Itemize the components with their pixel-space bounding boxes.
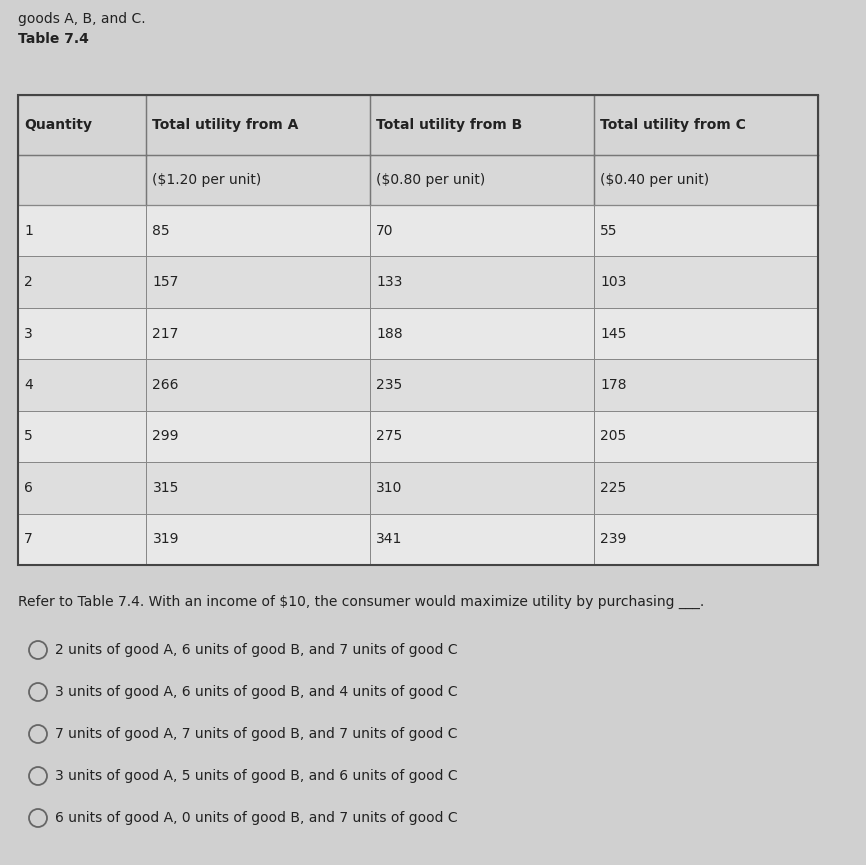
- Text: 3: 3: [24, 327, 33, 341]
- Bar: [146, 308, 371, 359]
- Bar: [18, 359, 146, 411]
- Bar: [371, 514, 594, 565]
- Bar: [18, 308, 146, 359]
- Text: 205: 205: [600, 429, 626, 444]
- Bar: [594, 95, 818, 155]
- Text: 55: 55: [600, 224, 617, 238]
- Bar: [371, 308, 594, 359]
- Text: 133: 133: [377, 275, 403, 289]
- Text: 266: 266: [152, 378, 179, 392]
- Text: Table 7.4: Table 7.4: [18, 32, 89, 46]
- Bar: [18, 95, 146, 155]
- Text: 1: 1: [24, 224, 33, 238]
- Text: 3 units of good A, 5 units of good B, and 6 units of good C: 3 units of good A, 5 units of good B, an…: [55, 769, 457, 783]
- Text: 299: 299: [152, 429, 179, 444]
- Bar: [18, 514, 146, 565]
- Bar: [371, 359, 594, 411]
- Bar: [594, 308, 818, 359]
- Text: 2 units of good A, 6 units of good B, and 7 units of good C: 2 units of good A, 6 units of good B, an…: [55, 643, 457, 657]
- Text: 3 units of good A, 6 units of good B, and 4 units of good C: 3 units of good A, 6 units of good B, an…: [55, 685, 457, 699]
- Text: 5: 5: [24, 429, 33, 444]
- Bar: [594, 256, 818, 308]
- Text: 217: 217: [152, 327, 179, 341]
- Text: 239: 239: [600, 532, 626, 547]
- Bar: [146, 155, 371, 205]
- Text: 225: 225: [600, 481, 626, 495]
- Bar: [371, 462, 594, 514]
- Bar: [146, 359, 371, 411]
- Bar: [18, 411, 146, 462]
- Text: 310: 310: [377, 481, 403, 495]
- Bar: [146, 256, 371, 308]
- Text: 4: 4: [24, 378, 33, 392]
- Text: Refer to Table 7.4. With an income of $10, the consumer would maximize utility b: Refer to Table 7.4. With an income of $1…: [18, 595, 704, 609]
- Bar: [146, 462, 371, 514]
- Text: 188: 188: [377, 327, 403, 341]
- Text: 315: 315: [152, 481, 179, 495]
- Text: Total utility from C: Total utility from C: [600, 118, 746, 132]
- Text: 275: 275: [377, 429, 403, 444]
- Bar: [594, 411, 818, 462]
- Text: 319: 319: [152, 532, 179, 547]
- Bar: [371, 95, 594, 155]
- Bar: [371, 205, 594, 256]
- Text: 178: 178: [600, 378, 627, 392]
- Bar: [18, 155, 146, 205]
- Bar: [18, 95, 818, 565]
- Text: ($1.20 per unit): ($1.20 per unit): [152, 173, 262, 187]
- Bar: [371, 256, 594, 308]
- Text: 235: 235: [377, 378, 403, 392]
- Bar: [18, 462, 146, 514]
- Text: goods A, B, and C.: goods A, B, and C.: [18, 12, 145, 26]
- Bar: [594, 155, 818, 205]
- Text: 6: 6: [24, 481, 33, 495]
- Text: 7: 7: [24, 532, 33, 547]
- Bar: [594, 205, 818, 256]
- Bar: [146, 411, 371, 462]
- Text: 7 units of good A, 7 units of good B, and 7 units of good C: 7 units of good A, 7 units of good B, an…: [55, 727, 457, 741]
- Text: 341: 341: [377, 532, 403, 547]
- Text: Total utility from A: Total utility from A: [152, 118, 299, 132]
- Bar: [18, 256, 146, 308]
- Text: ($0.40 per unit): ($0.40 per unit): [600, 173, 709, 187]
- Text: ($0.80 per unit): ($0.80 per unit): [377, 173, 486, 187]
- Text: 145: 145: [600, 327, 626, 341]
- Text: 85: 85: [152, 224, 170, 238]
- Text: 2: 2: [24, 275, 33, 289]
- Text: 70: 70: [377, 224, 394, 238]
- Bar: [371, 155, 594, 205]
- Bar: [594, 359, 818, 411]
- Bar: [371, 411, 594, 462]
- Text: 6 units of good A, 0 units of good B, and 7 units of good C: 6 units of good A, 0 units of good B, an…: [55, 811, 457, 825]
- Bar: [594, 462, 818, 514]
- Bar: [146, 514, 371, 565]
- Text: Total utility from B: Total utility from B: [377, 118, 522, 132]
- Bar: [146, 95, 371, 155]
- Bar: [18, 95, 818, 565]
- Bar: [594, 514, 818, 565]
- Text: Quantity: Quantity: [24, 118, 92, 132]
- Text: 157: 157: [152, 275, 179, 289]
- Text: 103: 103: [600, 275, 626, 289]
- Bar: [18, 205, 146, 256]
- Bar: [146, 205, 371, 256]
